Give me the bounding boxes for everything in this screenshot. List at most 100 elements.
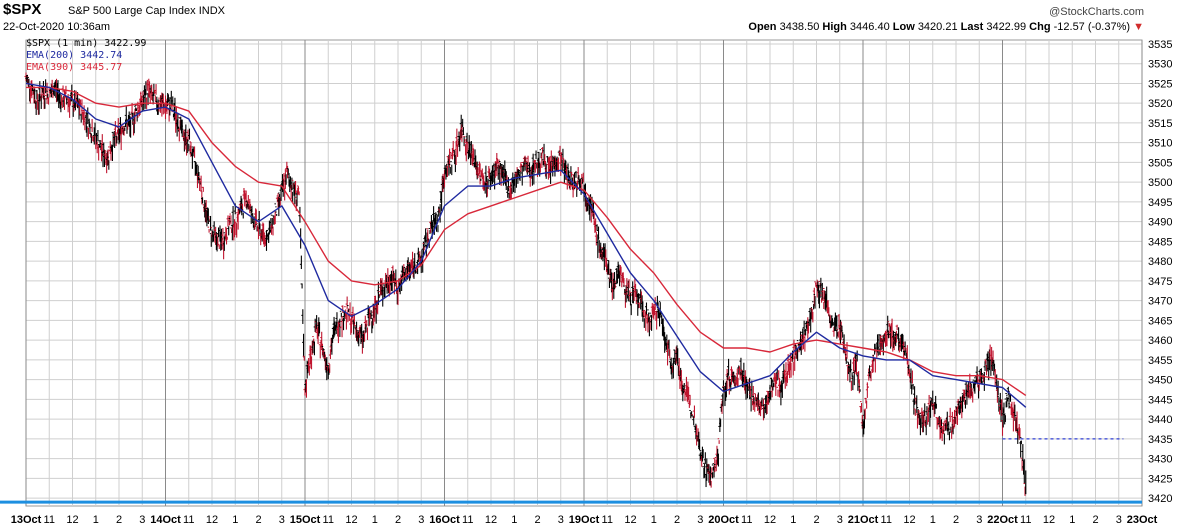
y-tick-label: 3495 <box>1148 197 1172 209</box>
y-tick-label: 3435 <box>1148 434 1172 446</box>
x-tick-label: 11 <box>881 514 892 526</box>
high-value: 3446.40 <box>849 21 890 33</box>
x-tick-label: 14Oct <box>150 514 181 526</box>
low-value: 3420.21 <box>917 21 958 33</box>
x-tick-label: 3 <box>558 514 564 526</box>
y-tick-label: 3480 <box>1148 256 1172 268</box>
x-tick-label: 3 <box>1116 514 1122 526</box>
y-tick-label: 3425 <box>1148 473 1172 485</box>
x-tick-label: 2 <box>1092 514 1098 526</box>
x-tick-label: 12 <box>206 514 218 526</box>
x-tick-label: 20Oct <box>708 514 739 526</box>
symbol-title[interactable]: $SPX <box>3 1 42 18</box>
x-tick-label: 2 <box>395 514 401 526</box>
x-tick-label: 12 <box>66 514 78 526</box>
x-tick-label: 12 <box>485 514 497 526</box>
y-tick-label: 3490 <box>1148 217 1172 229</box>
x-tick-label: 1 <box>790 514 796 526</box>
y-tick-label: 3445 <box>1148 394 1172 406</box>
y-tick-label: 3455 <box>1148 355 1172 367</box>
x-tick-label: 12 <box>764 514 776 526</box>
x-tick-label: 12 <box>903 514 915 526</box>
y-tick-label: 3430 <box>1148 454 1172 466</box>
description-text: S&P 500 Large Cap Index <box>68 5 196 17</box>
x-tick-label: 16Oct <box>429 514 460 526</box>
down-arrow-icon: ▼ <box>1133 21 1144 33</box>
y-tick-label: 3460 <box>1148 335 1172 347</box>
y-tick-label: 3485 <box>1148 236 1172 248</box>
y-tick-label: 3470 <box>1148 296 1172 308</box>
x-tick-label: 2 <box>255 514 261 526</box>
x-tick-label: 11 <box>44 514 55 526</box>
ohlc-summary: Open 3438.50 High 3446.40 Low 3420.21 La… <box>748 21 1144 33</box>
x-tick-label: 11 <box>323 514 334 526</box>
x-tick-label: 15Oct <box>290 514 321 526</box>
x-tick-label: 1 <box>93 514 99 526</box>
reference-lines <box>0 438 1142 504</box>
x-tick-label: 1 <box>511 514 517 526</box>
x-tick-label: 3 <box>279 514 285 526</box>
exchange-label: INDX <box>198 5 225 17</box>
x-tick-label: 2 <box>534 514 540 526</box>
y-tick-label: 3450 <box>1148 375 1172 387</box>
chart-legend: $SPX (1 min) 3422.99 EMA(200) 3442.74 EM… <box>26 38 146 74</box>
axes: 3420 3425 3430 3435 3440 3445 3450 3455 3460 3465… <box>11 39 1173 526</box>
x-tick-label: 12 <box>624 514 636 526</box>
y-tick-label: 3525 <box>1148 78 1172 90</box>
high-label: High <box>822 21 847 33</box>
chart-date: 22-Oct-2020 10:36am <box>3 21 111 33</box>
x-tick-label: 3 <box>139 514 145 526</box>
last-value: 3422.99 <box>986 21 1027 33</box>
low-label: Low <box>892 21 915 33</box>
x-tick-label: 23Oct <box>1127 514 1158 526</box>
last-label: Last <box>960 21 984 33</box>
ema200-line <box>25 82 1027 408</box>
x-tick-label: 2 <box>953 514 959 526</box>
x-tick-label: 1 <box>930 514 936 526</box>
x-tick-label: 1 <box>232 514 238 526</box>
x-tick-label: 1 <box>1069 514 1075 526</box>
x-tick-label: 2 <box>813 514 819 526</box>
x-tick-label: 1 <box>372 514 378 526</box>
chart-grid <box>25 39 1143 507</box>
y-tick-label: 3475 <box>1148 276 1172 288</box>
x-tick-label: 22Oct <box>987 514 1018 526</box>
y-tick-label: 3505 <box>1148 157 1172 169</box>
x-tick-label: 3 <box>418 514 424 526</box>
y-tick-label: 3515 <box>1148 118 1172 130</box>
open-label: Open <box>748 21 777 33</box>
y-tick-label: 3465 <box>1148 315 1172 327</box>
ema390-line <box>26 86 1027 396</box>
chg-label: Chg <box>1029 21 1051 33</box>
y-tick-label: 3500 <box>1148 177 1172 189</box>
x-tick-label: 19Oct <box>569 514 600 526</box>
x-tick-label: 3 <box>697 514 703 526</box>
x-tick-label: 12 <box>1043 514 1055 526</box>
x-tick-label: 11 <box>1020 514 1031 526</box>
y-tick-label: 3510 <box>1148 138 1172 150</box>
copyright-link[interactable]: @StockCharts.com <box>1049 6 1144 18</box>
legend-ema390: EMA(390) 3445.77 <box>26 62 123 73</box>
legend-ema200: EMA(200) 3442.74 <box>26 50 123 61</box>
x-tick-label: 21Oct <box>848 514 879 526</box>
x-tick-label: 11 <box>741 514 752 526</box>
y-tick-label: 3440 <box>1148 414 1172 426</box>
y-tick-label: 3530 <box>1148 59 1172 71</box>
ema-lines <box>25 82 1027 408</box>
x-tick-label: 11 <box>602 514 613 526</box>
open-value: 3438.50 <box>779 21 820 33</box>
x-tick-label: 13Oct <box>11 514 42 526</box>
symbol-description: S&P 500 Large Cap Index INDX <box>68 5 225 17</box>
x-tick-label: 2 <box>116 514 122 526</box>
chg-value: -12.57 (-0.37%) <box>1053 21 1131 33</box>
x-tick-label: 11 <box>183 514 194 526</box>
x-tick-label: 3 <box>976 514 982 526</box>
x-tick-label: 2 <box>674 514 680 526</box>
y-tick-label: 3420 <box>1148 493 1172 505</box>
y-tick-label: 3535 <box>1148 39 1172 51</box>
legend-price: $SPX (1 min) 3422.99 <box>26 38 147 49</box>
x-tick-label: 11 <box>462 514 473 526</box>
x-tick-label: 12 <box>345 514 357 526</box>
x-tick-label: 1 <box>651 514 657 526</box>
